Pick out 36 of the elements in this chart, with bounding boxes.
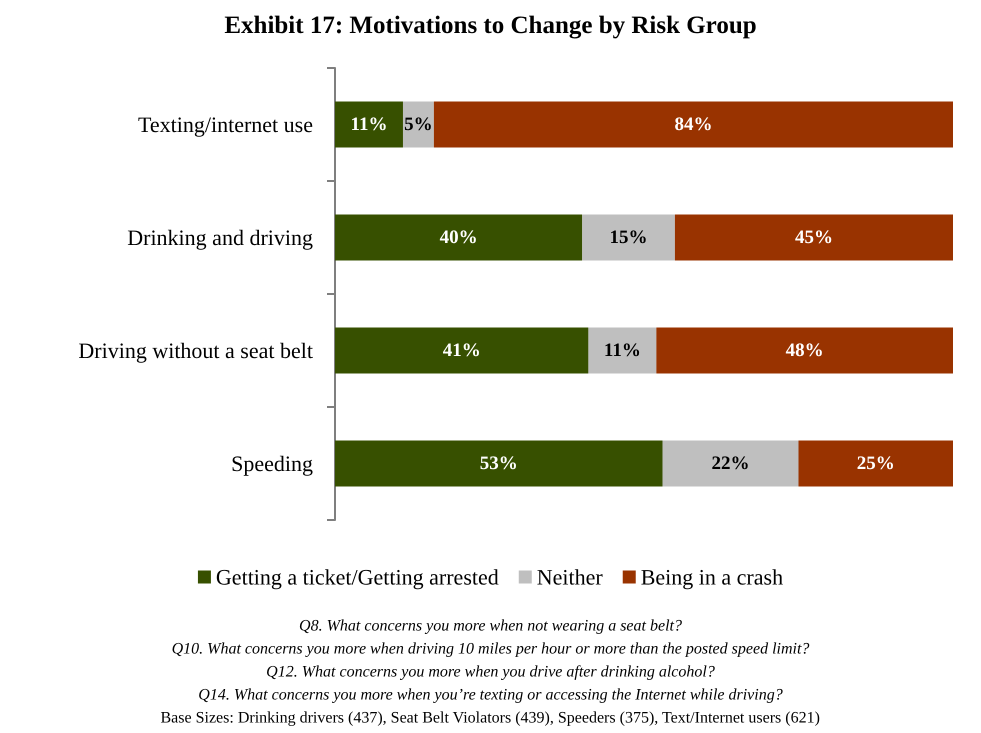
text: Base Sizes: Drinking drivers (437), Seat Belt Violators (439), Speeders (375), Text/Internet users (621) xyxy=(160,710,820,726)
y-tick-label: Texting/internet use xyxy=(138,112,313,137)
data-label: 11% xyxy=(350,114,388,135)
bar xyxy=(662,440,798,486)
legend-label: Being in a crash xyxy=(640,564,784,590)
chart-title: Exhibit 17: Motivations to Change by Risk Group xyxy=(224,12,757,39)
bar xyxy=(335,328,588,374)
data-label: 84% xyxy=(674,114,712,135)
data-label: 25% xyxy=(856,453,895,474)
data-label: 11% xyxy=(604,340,641,361)
y-tick-label: Speeding xyxy=(231,451,313,476)
bar xyxy=(434,102,953,148)
bar xyxy=(335,440,663,486)
data-label: 15% xyxy=(610,227,648,248)
text: Q8. What concerns you more when not wearing a seat belt? xyxy=(299,618,682,634)
legend-label: Neither xyxy=(536,564,604,590)
text: Q12. What concerns you more when you drive after drinking alcohol? xyxy=(266,664,715,680)
y-tick-label: Drinking and driving xyxy=(127,225,313,250)
data-label: 41% xyxy=(442,340,481,361)
data-label: 5% xyxy=(404,114,433,135)
data-label: 53% xyxy=(480,453,518,474)
bar xyxy=(335,102,403,148)
bar xyxy=(674,214,953,260)
data-label: 22% xyxy=(712,453,750,474)
bar xyxy=(798,440,953,486)
legend-label: Getting a ticket/Getting arrested xyxy=(216,564,499,590)
bar xyxy=(588,328,656,374)
bar xyxy=(335,214,582,260)
data-label: 40% xyxy=(440,227,478,248)
text: Q14. What concerns you more when you’re texting or accessing the Internet while driving? xyxy=(198,686,783,704)
data-label: 45% xyxy=(794,227,833,248)
text: Q10. What concerns you more when driving 10 miles per hour or more than the posted speed limit? xyxy=(172,640,810,658)
y-tick-label: Driving without a seat belt xyxy=(78,338,313,363)
data-label: 48% xyxy=(786,340,824,361)
bar xyxy=(656,328,953,374)
bar xyxy=(582,214,675,260)
